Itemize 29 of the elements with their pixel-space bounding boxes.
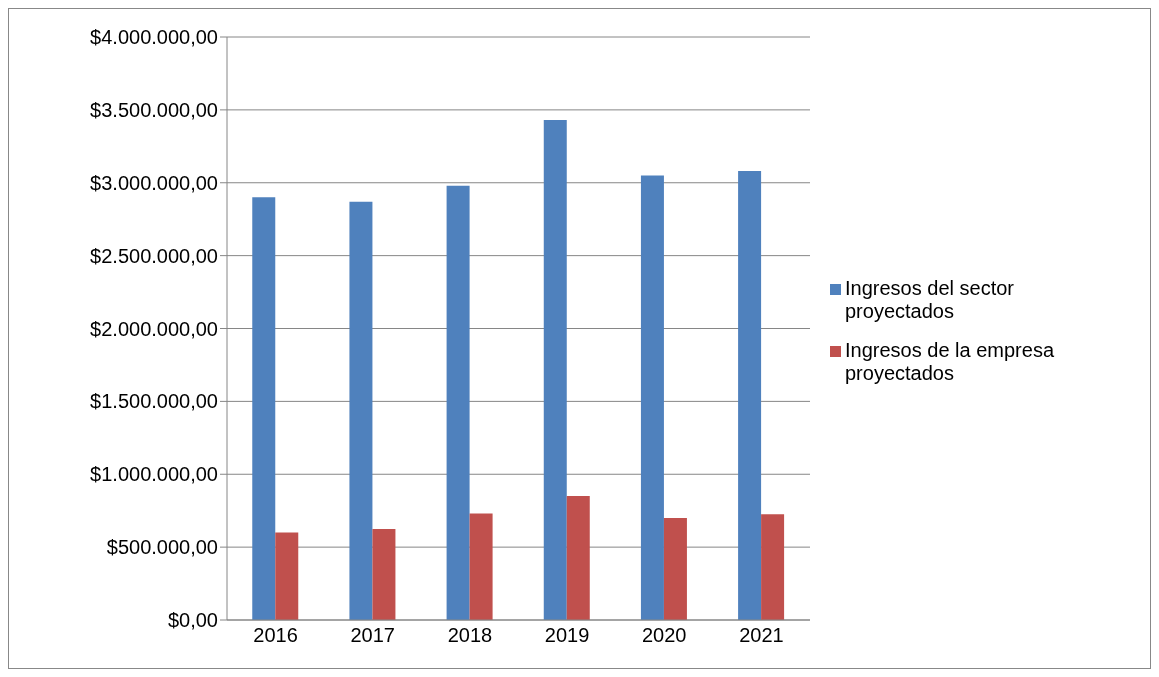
y-tick-label: $1.500.000,00 — [90, 390, 218, 413]
y-tick-label: $2.000.000,00 — [90, 317, 218, 340]
bar — [761, 514, 785, 620]
bar — [446, 185, 470, 620]
y-tick-label: $3.500.000,00 — [90, 98, 218, 121]
x-tick-label: 2021 — [739, 624, 784, 647]
legend-label: Ingresos de la empresa proyectados — [845, 338, 1055, 385]
y-tick-label: $500.000,00 — [106, 536, 218, 559]
bar — [469, 513, 493, 620]
y-tick-label: $2.500.000,00 — [90, 244, 218, 267]
bar — [372, 528, 396, 620]
x-tick-label: 2017 — [350, 624, 395, 647]
bar — [738, 171, 762, 620]
y-tick-label: $3.000.000,00 — [90, 171, 218, 194]
x-tick-label: 2016 — [253, 624, 298, 647]
x-tick-label: 2019 — [544, 624, 590, 647]
x-tick-label: 2018 — [447, 624, 493, 647]
bar — [543, 120, 567, 620]
x-tick-label: 2020 — [642, 624, 687, 647]
bar — [252, 197, 276, 620]
bar — [349, 201, 373, 620]
bar — [663, 517, 687, 620]
legend-label: Ingresos del sector proyectados — [845, 276, 1015, 323]
y-tick-label: $0,00 — [167, 609, 218, 632]
bar — [640, 175, 664, 620]
bar — [275, 532, 299, 620]
bar — [566, 496, 590, 620]
y-tick-label: $1.000.000,00 — [90, 463, 218, 486]
y-tick-label: $4.000.000,00 — [90, 26, 218, 49]
